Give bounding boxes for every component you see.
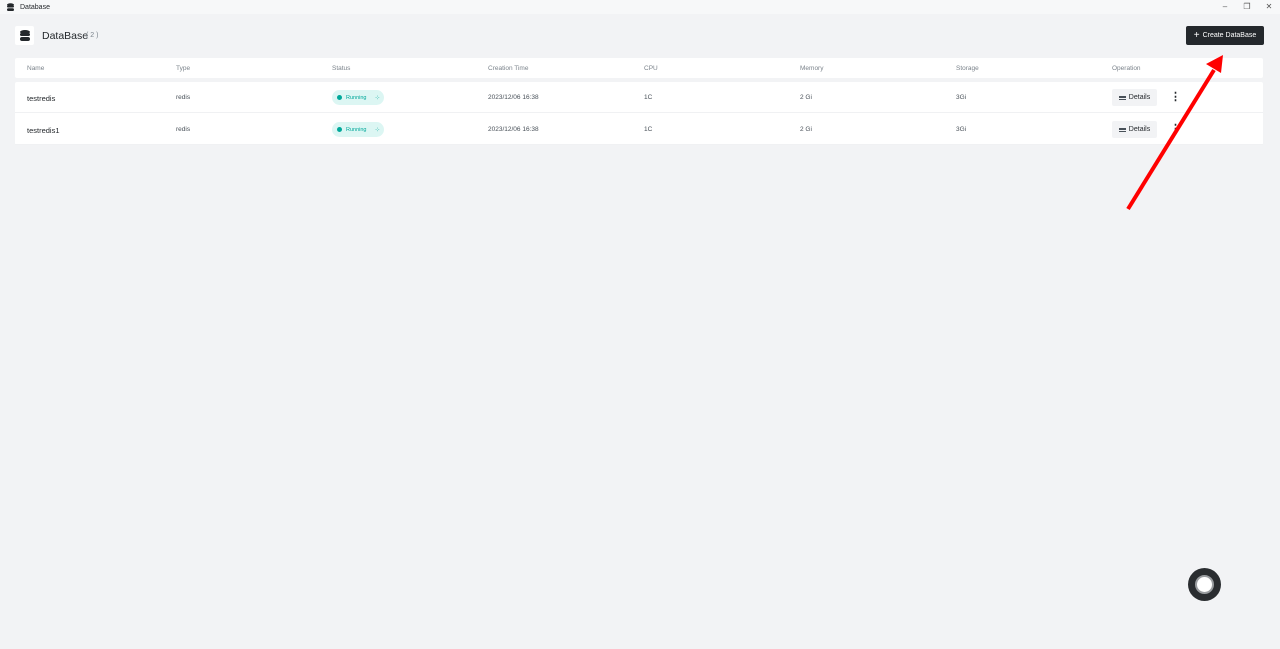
creation-time: 2023/12/06 16:38 <box>488 94 539 101</box>
storage: 3Gi <box>956 94 967 101</box>
details-label: Details <box>1128 94 1151 101</box>
details-icon <box>1118 95 1126 100</box>
details-button[interactable]: Details <box>1112 121 1157 138</box>
create-database-label: Create DataBase <box>1202 32 1257 39</box>
more-options-icon[interactable]: ⋮ <box>1170 91 1181 103</box>
cpu: 1C <box>644 126 653 133</box>
table-row[interactable]: testredis1 redis Running ⁘ 2023/12/06 16:… <box>15 114 1263 145</box>
status-badge: Running ⁘ <box>332 122 384 137</box>
table-header: Name Type Status Creation Time CPU Memor… <box>15 58 1263 78</box>
column-header-status: Status <box>332 65 351 72</box>
database-type: redis <box>176 94 191 101</box>
restore-button[interactable]: ❐ <box>1243 2 1251 11</box>
column-header-creation-time: Creation Time <box>488 65 529 72</box>
create-database-button[interactable]: + Create DataBase <box>1186 26 1264 45</box>
page-title: DataBase <box>42 30 89 42</box>
column-header-name: Name <box>27 65 45 72</box>
details-button[interactable]: Details <box>1112 89 1157 106</box>
status-dot-icon <box>337 95 342 100</box>
column-header-type: Type <box>176 65 191 72</box>
database-name[interactable]: testredis <box>27 94 56 103</box>
memory: 2 Gi <box>800 94 812 101</box>
floating-assistant-button[interactable] <box>1188 568 1221 601</box>
plus-icon: + <box>1193 29 1200 41</box>
status-badge: Running ⁘ <box>332 90 384 105</box>
status-label: Running <box>346 126 367 133</box>
loading-icon: ⁘ <box>374 126 381 134</box>
column-header-memory: Memory <box>800 65 824 72</box>
database-type: redis <box>176 126 191 133</box>
status-label: Running <box>346 94 367 101</box>
minimize-button[interactable]: – <box>1222 2 1228 11</box>
status-dot-icon <box>337 127 342 132</box>
database-logo <box>15 26 34 45</box>
table-row[interactable]: testredis redis Running ⁘ 2023/12/06 16:3… <box>15 82 1263 113</box>
database-icon <box>19 29 30 41</box>
details-icon <box>1118 127 1126 132</box>
cpu: 1C <box>644 94 653 101</box>
window-title: Database <box>20 3 50 11</box>
title-bar: Database – ❐ ✕ <box>0 0 1280 14</box>
database-count: ( 2 ) <box>86 32 99 39</box>
memory: 2 Gi <box>800 126 812 133</box>
close-button[interactable]: ✕ <box>1265 2 1273 11</box>
loading-icon: ⁘ <box>374 94 381 102</box>
database-name[interactable]: testredis1 <box>27 126 60 135</box>
database-icon <box>7 2 14 11</box>
circle-icon <box>1195 575 1214 594</box>
storage: 3Gi <box>956 126 967 133</box>
column-header-storage: Storage <box>956 65 979 72</box>
table-body: testredis redis Running ⁘ 2023/12/06 16:3… <box>15 82 1263 145</box>
column-header-operation: Operation <box>1112 65 1141 72</box>
column-header-cpu: CPU <box>644 65 658 72</box>
creation-time: 2023/12/06 16:38 <box>488 126 539 133</box>
details-label: Details <box>1128 126 1151 133</box>
